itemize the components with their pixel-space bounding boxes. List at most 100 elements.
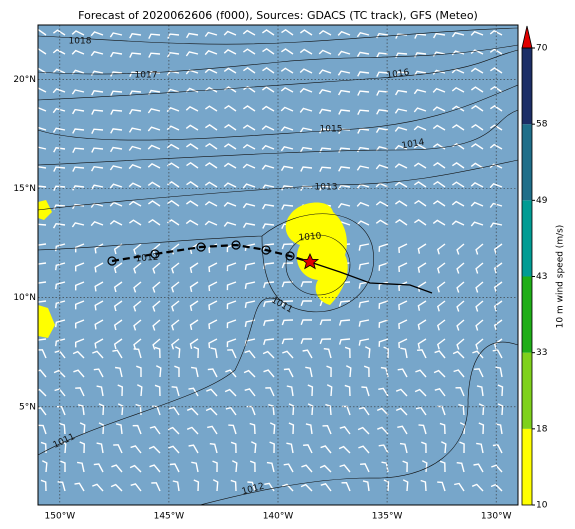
wind-barb <box>338 445 351 454</box>
wind-barb <box>398 319 408 329</box>
wind-barb <box>174 346 181 359</box>
wind-barb <box>208 281 218 292</box>
wind-barb <box>398 262 408 272</box>
wind-barb <box>362 480 370 492</box>
y-tick-label: 15°N <box>13 184 36 194</box>
wind-barb <box>300 300 312 306</box>
wind-barb <box>40 441 47 454</box>
wind-barb <box>360 463 370 473</box>
wind-barb <box>497 384 504 397</box>
wind-barb <box>225 369 237 378</box>
wind-barb <box>189 281 199 293</box>
wind-barb <box>395 388 408 397</box>
wind-barb <box>93 368 104 378</box>
colorbar-tick-label: 70 <box>536 44 548 54</box>
wind-barb <box>52 107 66 114</box>
wind-barb <box>341 405 351 416</box>
wind-barb <box>147 200 161 207</box>
wind-barb <box>492 349 503 359</box>
wind-barb <box>417 300 427 311</box>
wind-barb <box>288 422 295 435</box>
wind-barb <box>319 166 332 173</box>
wind-barb <box>420 479 427 492</box>
wind-barb <box>402 460 408 473</box>
wind-barb <box>152 338 161 350</box>
wind-barb <box>357 90 370 96</box>
wind-barb <box>473 463 484 473</box>
wind-barb <box>128 200 142 207</box>
wind-barb <box>475 319 484 331</box>
wind-barb <box>337 30 351 36</box>
wind-barb <box>456 262 465 274</box>
wind-barb <box>344 346 351 359</box>
wind-barb <box>117 403 124 416</box>
wind-barb <box>281 204 294 210</box>
wind-barb <box>376 407 389 416</box>
wind-barb <box>472 350 484 359</box>
wind-barb <box>493 281 503 293</box>
wind-barb <box>318 49 332 55</box>
wind-barb <box>300 338 312 344</box>
wind-barbs <box>33 28 504 492</box>
wind-barb <box>171 386 180 397</box>
wind-barb <box>75 319 85 329</box>
wind-barb <box>415 369 427 378</box>
colorbar-tick-label: 58 <box>536 120 548 130</box>
wind-barb <box>399 442 408 454</box>
wind-barb <box>358 300 370 308</box>
wind-barb <box>115 366 123 378</box>
wind-barb <box>75 243 85 253</box>
wind-barb <box>421 460 428 473</box>
wind-barb <box>76 461 85 473</box>
wind-barb <box>129 33 142 39</box>
wind-barb <box>71 69 85 75</box>
wind-barb <box>456 300 465 312</box>
colorbar-tick-label: 49 <box>536 196 548 206</box>
wind-barb <box>280 165 294 171</box>
wind-barb <box>281 281 294 288</box>
wind-barb <box>77 404 85 416</box>
wind-barb <box>397 425 408 435</box>
forecast-track <box>111 243 311 264</box>
wind-barb <box>417 319 427 330</box>
wind-barb <box>475 300 484 312</box>
wind-barb <box>247 481 256 492</box>
track-point <box>231 240 241 250</box>
wind-barb <box>193 479 200 492</box>
wind-barb <box>383 346 389 359</box>
wind-barb <box>433 180 446 188</box>
wind-barb <box>261 86 275 93</box>
wind-barb <box>378 319 389 328</box>
track-point <box>285 251 295 261</box>
wind-barb <box>459 422 466 435</box>
wind-barb <box>91 109 104 115</box>
wind-barb <box>225 406 237 416</box>
wind-barb <box>436 338 446 350</box>
wind-barb <box>490 67 503 74</box>
wind-barb <box>129 71 142 78</box>
wind-barb <box>440 441 447 454</box>
wind-barb <box>132 424 142 435</box>
wind-barb <box>210 347 218 359</box>
wind-barb <box>375 219 389 226</box>
wind-barb <box>471 483 484 492</box>
tc-track <box>107 240 433 294</box>
wind-barb <box>436 405 446 416</box>
wind-barb <box>133 243 142 255</box>
wind-barb <box>244 281 256 290</box>
wind-barb <box>35 369 47 378</box>
wind-barb <box>299 68 313 74</box>
wind-barb <box>33 165 47 172</box>
wind-barb <box>398 243 408 253</box>
wind-barb <box>319 464 332 473</box>
wind-barb <box>52 48 66 55</box>
wind-barb <box>166 106 180 113</box>
wind-barb <box>395 219 408 226</box>
wind-barb <box>72 350 85 359</box>
wind-barb <box>231 460 238 473</box>
wind-barb <box>110 128 123 134</box>
wind-barb <box>128 127 142 133</box>
wind-barb <box>451 200 465 207</box>
wind-barb <box>319 185 332 191</box>
x-tick-label: 140°W <box>263 512 294 522</box>
